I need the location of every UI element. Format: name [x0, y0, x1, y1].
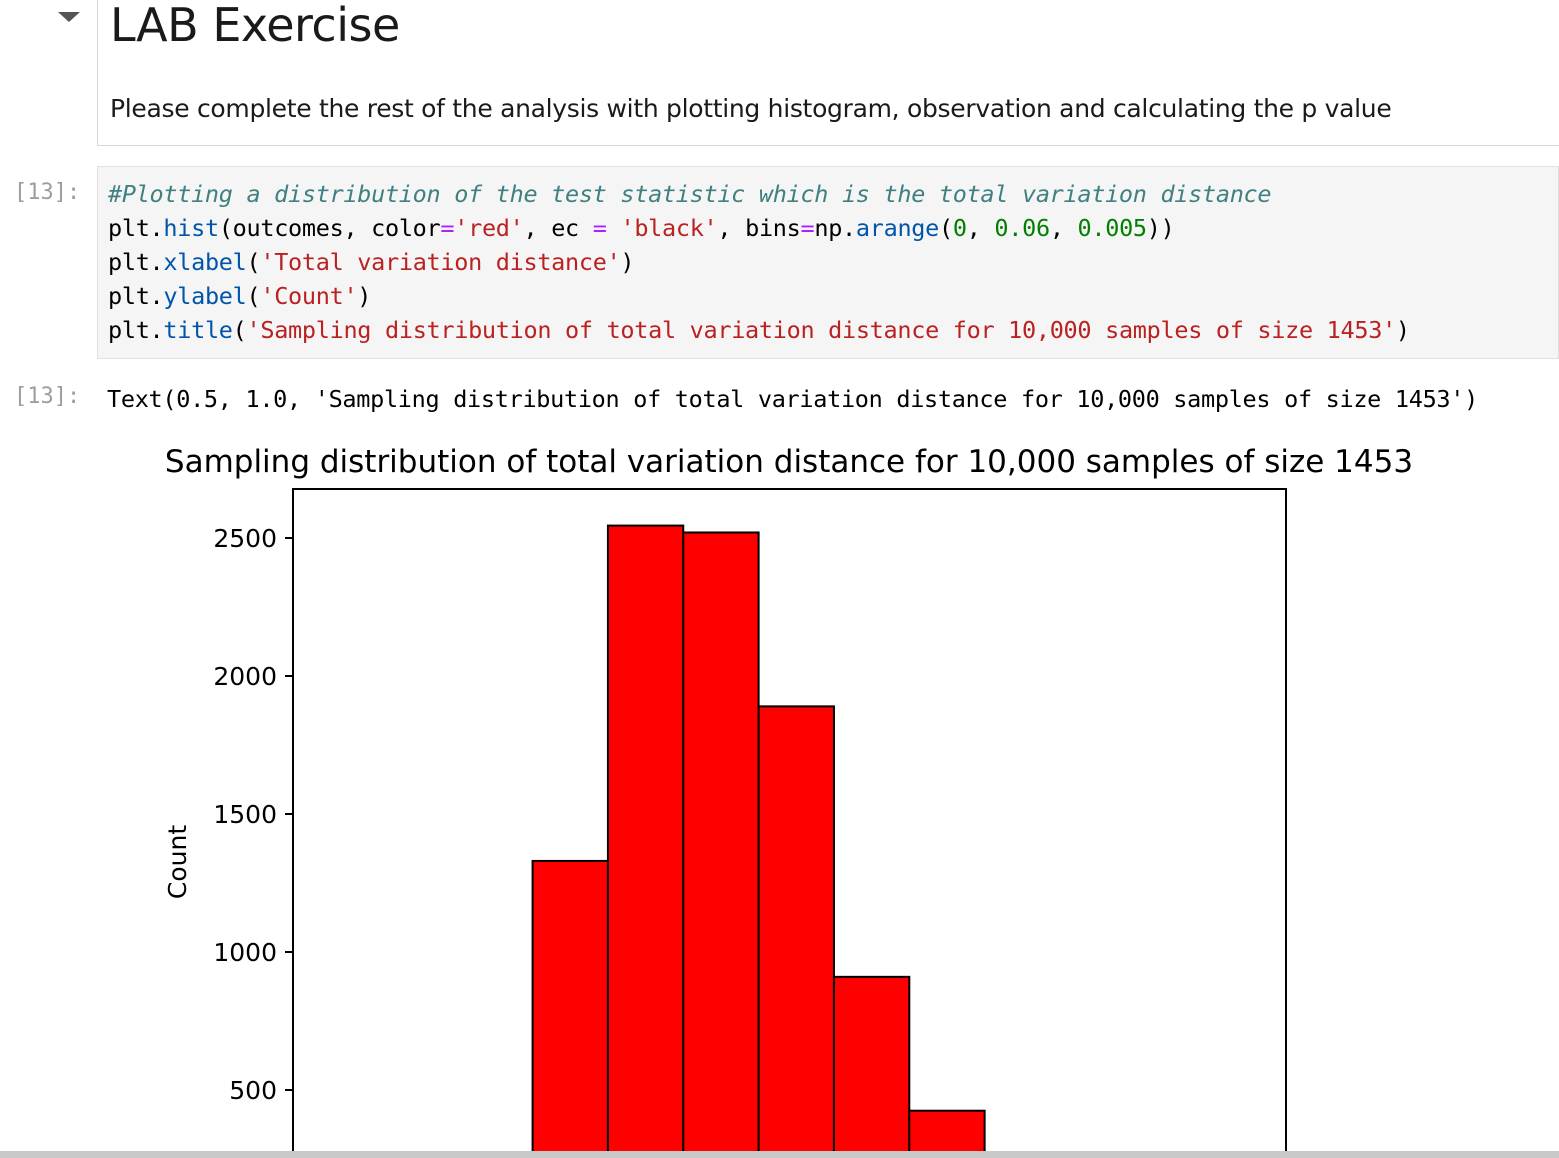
y-tick-label: 2500 [213, 524, 277, 553]
markdown-cell[interactable]: LAB Exercise Please complete the rest of… [97, 0, 1559, 146]
input-prompt: [13]: [14, 180, 81, 205]
histogram-bar [682, 531, 760, 1154]
code-editor[interactable]: #Plotting a distribution of the test sta… [108, 177, 1410, 347]
y-tick-label: 2000 [213, 662, 277, 691]
horizontal-scrollbar[interactable] [0, 1151, 1559, 1158]
histogram-bar [531, 859, 609, 1154]
code-line-5: plt.title('Sampling distribution of tota… [108, 316, 1410, 344]
output-text: Text(0.5, 1.0, 'Sampling distribution of… [107, 385, 1478, 413]
markdown-paragraph: Please complete the rest of the analysis… [110, 94, 1392, 123]
markdown-heading: LAB Exercise [110, 0, 400, 52]
output-prompt: [13]: [14, 384, 81, 409]
collapse-caret-icon[interactable] [58, 12, 80, 22]
histogram-bar [908, 1109, 986, 1154]
histogram-bar [757, 705, 835, 1154]
y-tick-label: 1500 [213, 800, 277, 829]
histogram-bar [832, 975, 911, 1155]
y-tick-label: 1000 [213, 938, 277, 967]
code-comment: #Plotting a distribution of the test sta… [108, 180, 1272, 208]
y-tick-label: 500 [229, 1076, 277, 1105]
chart-title: Sampling distribution of total variation… [165, 444, 1413, 480]
code-cell[interactable]: #Plotting a distribution of the test sta… [97, 166, 1559, 359]
histogram-bar [606, 524, 685, 1154]
code-line-4: plt.ylabel('Count') [108, 282, 372, 310]
code-line-3: plt.xlabel('Total variation distance') [108, 248, 635, 276]
y-axis-label: Count [163, 825, 192, 899]
axes-frame [292, 488, 1287, 1153]
code-line-2: plt.hist(outcomes, color='red', ec = 'bl… [108, 214, 1175, 242]
